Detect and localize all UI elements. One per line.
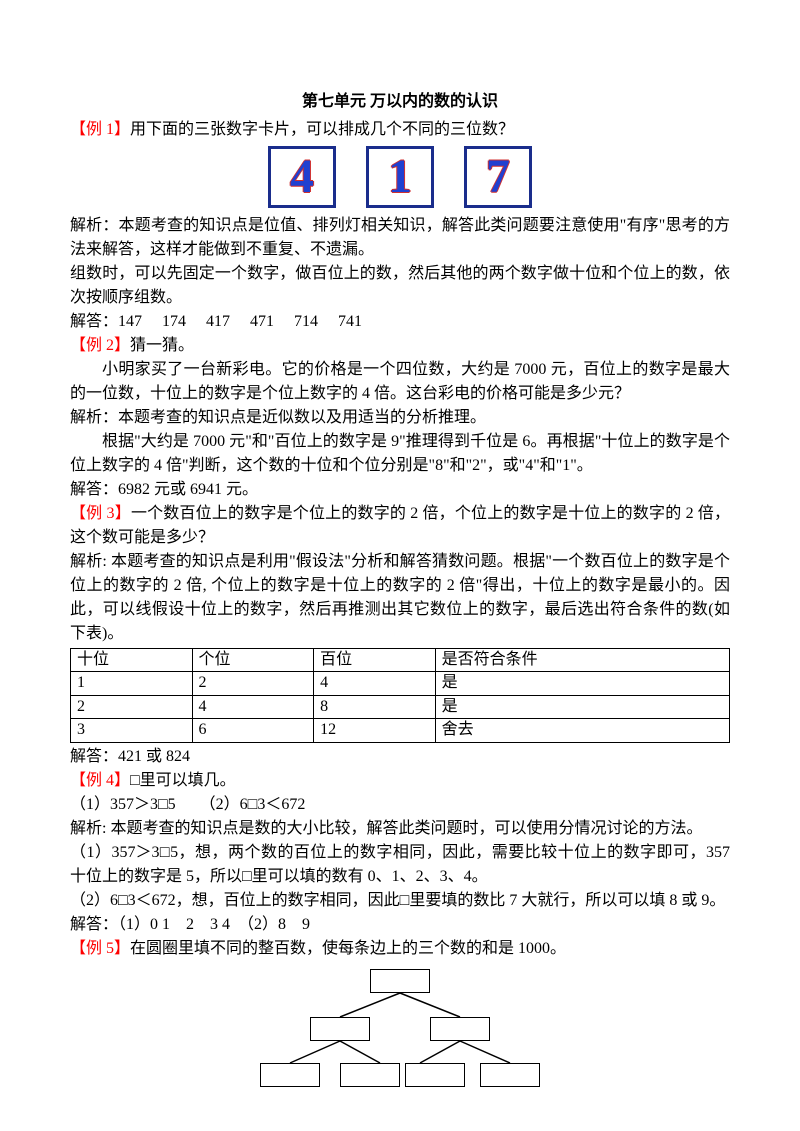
card-4: 4: [268, 146, 336, 208]
example-3-label: 【例 3】: [70, 505, 131, 522]
table-row: 十位 个位 百位 是否符合条件: [71, 649, 730, 672]
card-1: 1: [366, 146, 434, 208]
page-title: 第七单元 万以内的数的认识: [70, 90, 730, 114]
card-7: 7: [464, 146, 532, 208]
example-1-question: 用下面的三张数字卡片，可以排成几个不同的三位数？: [130, 121, 514, 138]
ex3-analysis: 解析: 本题考查的知识点是利用"假设法"分析和解答猜数问题。根据"一个数百位上的…: [70, 550, 730, 646]
ex2-analysis-1: 解析：本题考查的知识点是近似数以及用适当的分析推理。: [70, 406, 730, 430]
pyramid-box: [340, 1063, 400, 1087]
number-cards-row: 4 1 7: [70, 146, 730, 208]
ex2-question: 小明家买了一台新彩电。它的价格是一个四位数，大约是 7000 元，百位上的数字是…: [70, 358, 730, 406]
ex3-answer: 解答：421 或 824: [70, 745, 730, 769]
pyramid-box: [430, 1017, 490, 1041]
example-3-question: 一个数百位上的数字是个位上的数字的 2 倍，个位上的数字是十位上的数字的 2 倍…: [70, 505, 730, 546]
example-3-line: 【例 3】一个数百位上的数字是个位上的数字的 2 倍，个位上的数字是十位上的数字…: [70, 502, 730, 550]
ex4-sub: （1）357＞3□5 （2）6□3＜672: [70, 793, 730, 817]
example-2-line: 【例 2】猜一猜。: [70, 334, 730, 358]
ex2-answer: 解答：6982 元或 6941 元。: [70, 478, 730, 502]
ex1-answer: 解答：147 174 417 471 714 741: [70, 310, 730, 334]
pyramid-box: [370, 969, 430, 993]
pyramid-box: [405, 1063, 465, 1087]
pyramid-box: [310, 1017, 370, 1041]
ex2-analysis-2: 根据"大约是 7000 元"和"百位上的数字是 9"推理得到千位是 6。再根据"…: [70, 430, 730, 478]
th-ones: 个位: [192, 649, 314, 672]
th-valid: 是否符合条件: [435, 649, 729, 672]
ex4-analysis-1: 解析: 本题考查的知识点是数的大小比较，解答此类问题时，可以使用分情况讨论的方法…: [70, 817, 730, 841]
ex1-analysis-2: 组数时，可以先固定一个数字，做百位上的数，然后其他的两个数字做十位和个位上的数，…: [70, 262, 730, 310]
ex1-analysis-1: 解析：本题考查的知识点是位值、排列灯相关知识，解答此类问题要注意使用"有序"思考…: [70, 214, 730, 262]
example-2-label: 【例 2】: [70, 337, 130, 354]
pyramid-box: [480, 1063, 540, 1087]
ex4-answer: 解答：（1）0 1 2 3 4 （2）8 9: [70, 913, 730, 937]
th-hundreds: 百位: [314, 649, 436, 672]
example-4-label: 【例 4】: [70, 772, 130, 789]
example-5-label: 【例 5】: [70, 940, 130, 957]
pyramid-diagram: [230, 969, 570, 1089]
example-4-line: 【例 4】□里可以填几。: [70, 769, 730, 793]
ex4-analysis-3: （2）6□3＜672，想，百位上的数字相同，因此□里要填的数比 7 大就行，所以…: [70, 889, 730, 913]
example-1-label: 【例 1】: [70, 121, 130, 138]
pyramid-box: [260, 1063, 320, 1087]
table-row: 1 2 4 是: [71, 672, 730, 695]
table-row: 3 6 12 舍去: [71, 719, 730, 742]
table-row: 2 4 8 是: [71, 695, 730, 718]
example-1-line: 【例 1】用下面的三张数字卡片，可以排成几个不同的三位数？: [70, 118, 730, 142]
ex3-table: 十位 个位 百位 是否符合条件 1 2 4 是 2 4 8 是 3 6 12 舍…: [70, 648, 730, 743]
ex4-analysis-2: （1）357＞3□5，想，两个数的百位上的数字相同，因此，需要比较十位上的数字即…: [70, 841, 730, 889]
example-5-question: 在圆圈里填不同的整百数，使每条边上的三个数的和是 1000。: [130, 940, 566, 957]
example-4-title: □里可以填几。: [130, 772, 236, 789]
example-2-title: 猜一猜。: [130, 337, 194, 354]
example-5-line: 【例 5】在圆圈里填不同的整百数，使每条边上的三个数的和是 1000。: [70, 937, 730, 961]
th-tens: 十位: [71, 649, 193, 672]
